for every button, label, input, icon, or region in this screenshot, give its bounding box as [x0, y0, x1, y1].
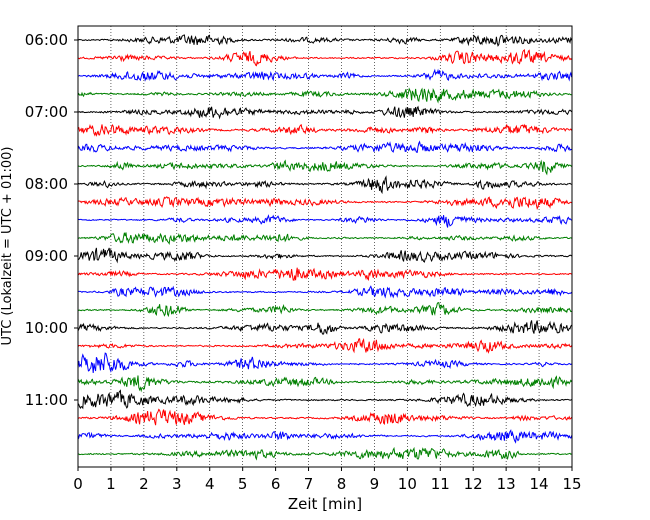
trace-row-1000	[77, 320, 573, 335]
x-tick-label: 1	[106, 475, 116, 493]
trace-row-1015	[77, 337, 573, 354]
trace-row-0600	[77, 34, 573, 47]
x-tick-label: 5	[238, 475, 248, 493]
trace-row-0730	[77, 140, 572, 154]
y-tick-label: 08:00	[25, 175, 68, 193]
trace-row-1145	[77, 446, 572, 461]
trace-row-0930	[78, 285, 573, 299]
x-tick-label: 9	[370, 475, 380, 493]
x-axis-ticks: 0 1 2 3 4 5 6 7 8 9 10 11 12 13 14 15	[73, 467, 582, 493]
x-axis-label: Zeit [min]	[288, 495, 362, 513]
x-tick-label: 0	[73, 475, 83, 493]
trace-row-0715	[77, 123, 573, 137]
trace-row-1130	[77, 429, 573, 444]
x-tick-label: 7	[304, 475, 314, 493]
trace-row-0630	[77, 68, 573, 82]
seismic-traces	[77, 34, 573, 461]
trace-row-1045	[77, 375, 573, 393]
x-tick-label: 15	[562, 475, 581, 493]
trace-row-0700	[77, 105, 572, 120]
x-tick-label: 3	[172, 475, 182, 493]
x-tick-label: 8	[337, 475, 347, 493]
x-tick-label: 11	[431, 475, 450, 493]
trace-row-0830	[77, 214, 572, 228]
trace-row-0800	[77, 175, 572, 195]
y-tick-label: 09:00	[25, 247, 68, 265]
trace-row-0915	[77, 267, 572, 281]
x-tick-label: 2	[139, 475, 149, 493]
trace-row-0745	[77, 159, 572, 176]
x-tick-label: 6	[271, 475, 281, 493]
trace-row-0945	[77, 302, 572, 318]
x-tick-label: 12	[464, 475, 483, 493]
trace-row-0845	[77, 232, 572, 245]
trace-row-1115	[77, 408, 573, 426]
y-axis-ticks: 06:00 07:00 08:00 09:00 10:00 11:00	[25, 31, 78, 409]
x-tick-label: 13	[497, 475, 516, 493]
trace-row-1030	[77, 352, 572, 374]
x-tick-label: 14	[530, 475, 549, 493]
x-tick-label: 10	[398, 475, 417, 493]
y-tick-label: 06:00	[25, 31, 68, 49]
x-tick-label: 4	[205, 475, 215, 493]
y-tick-label: 10:00	[25, 319, 68, 337]
y-axis-label: UTC (Lokalzeit = UTC + 01:00)	[0, 147, 15, 346]
trace-row-0815	[77, 196, 572, 210]
trace-row-0645	[77, 87, 572, 104]
trace-row-0900	[77, 247, 572, 264]
trace-row-0615	[77, 49, 572, 67]
y-tick-label: 07:00	[25, 103, 68, 121]
plot-frame	[77, 25, 573, 468]
y-tick-label: 11:00	[25, 391, 68, 409]
trace-row-1100	[77, 389, 572, 410]
